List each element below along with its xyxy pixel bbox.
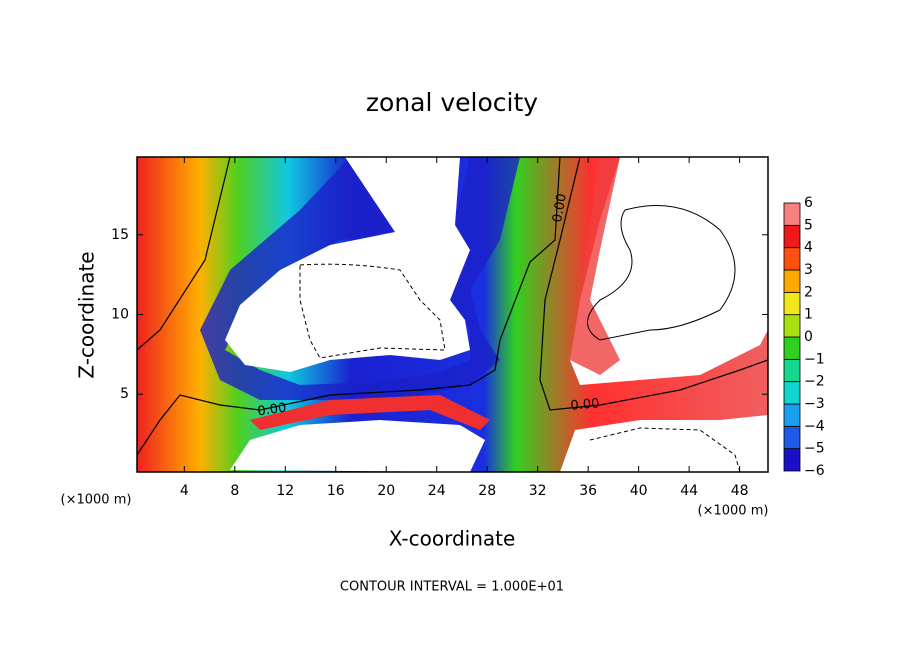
colorbar-label: −1: [804, 351, 825, 367]
colorbar-box: [783, 291, 801, 316]
colorbar-label: 5: [804, 217, 813, 233]
y-tick-label: 10: [111, 307, 129, 323]
x-tick-label: 32: [529, 483, 547, 499]
y-axis-label: Z-coordinate: [75, 251, 99, 378]
colorbar-label: 6: [804, 195, 813, 211]
contour-field: [137, 157, 768, 472]
x-tick-label: 44: [680, 483, 698, 499]
x-tick-label: 20: [377, 483, 395, 499]
colorbar-box: [783, 202, 801, 226]
colorbar-label: 1: [804, 307, 813, 323]
x-axis-label: X-coordinate: [389, 527, 516, 551]
footer: CONTOUR INTERVAL = 1.000E+01: [340, 580, 564, 595]
y-tick-label: 5: [120, 386, 129, 402]
colorbar-box: [783, 403, 801, 427]
chart-title: zonal velocity: [366, 88, 538, 117]
x-tick-label: 8: [230, 483, 239, 499]
colorbar-box: [783, 448, 801, 472]
contour-label: 0.00: [570, 396, 600, 413]
x-tick-label: 4: [180, 483, 189, 499]
x-tick-label: 36: [579, 483, 597, 499]
contour-label: 0.00: [257, 401, 288, 420]
x-tick-label: 24: [428, 483, 446, 499]
x-tick-label: 40: [630, 483, 648, 499]
colorbar-box: [783, 381, 801, 405]
colorbar-label: −3: [804, 396, 825, 412]
contour-label: 0.00: [550, 192, 570, 223]
colorbar-box: [783, 425, 801, 450]
colorbar-label: 0: [804, 329, 813, 345]
x-tick-label: 48: [731, 483, 749, 499]
y-tick-label: 15: [111, 227, 129, 243]
colorbar-label: 3: [804, 262, 813, 278]
colorbar-label: 2: [804, 284, 813, 300]
colorbar-label: −2: [804, 374, 825, 390]
colorbar-label: 4: [804, 240, 813, 256]
colorbar-box: [783, 358, 801, 383]
colorbar-label: −5: [804, 441, 825, 457]
colorbar-box: [783, 269, 801, 293]
x-tick-label: 28: [478, 483, 496, 499]
x-tick-label: 12: [276, 483, 294, 499]
x-tick-label: 16: [327, 483, 345, 499]
colorbar-box: [783, 247, 801, 271]
colorbar-label: −4: [804, 418, 825, 434]
colorbar-box: [783, 336, 801, 360]
colorbar-box: [783, 224, 801, 249]
colorbar-label: −6: [804, 463, 825, 479]
x-unit-label: (×1000 m): [698, 504, 769, 519]
y-unit-label: (×1000 m): [61, 493, 132, 508]
colorbar-box: [783, 314, 801, 338]
